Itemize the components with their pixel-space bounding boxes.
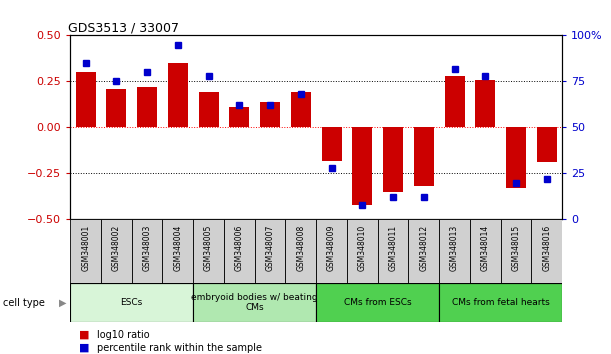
Text: GSM348016: GSM348016: [542, 224, 551, 271]
Text: GSM348006: GSM348006: [235, 224, 244, 271]
Bar: [353, 127, 372, 205]
Bar: [137, 87, 157, 127]
Text: ■: ■: [79, 343, 90, 353]
Bar: [408, 219, 439, 283]
Bar: [316, 283, 439, 322]
Text: GSM348007: GSM348007: [266, 224, 274, 271]
Text: GSM348009: GSM348009: [327, 224, 336, 271]
Bar: [439, 219, 470, 283]
Bar: [229, 107, 249, 127]
Text: GSM348015: GSM348015: [511, 224, 521, 271]
Text: cell type: cell type: [3, 298, 45, 308]
Text: log10 ratio: log10 ratio: [97, 330, 149, 339]
Bar: [470, 219, 500, 283]
Text: GSM348010: GSM348010: [358, 224, 367, 271]
Text: GDS3513 / 33007: GDS3513 / 33007: [68, 21, 179, 34]
Bar: [199, 92, 219, 127]
Bar: [168, 63, 188, 127]
Bar: [414, 127, 434, 186]
Bar: [383, 127, 403, 192]
Text: GSM348004: GSM348004: [174, 224, 182, 271]
Text: ESCs: ESCs: [120, 298, 143, 307]
Text: GSM348014: GSM348014: [481, 224, 490, 271]
Bar: [163, 219, 193, 283]
Bar: [70, 219, 101, 283]
Text: GSM348013: GSM348013: [450, 224, 459, 271]
Text: GSM348003: GSM348003: [142, 224, 152, 271]
Bar: [193, 283, 316, 322]
Text: ■: ■: [79, 330, 90, 339]
Text: GSM348012: GSM348012: [419, 224, 428, 271]
Text: GSM348002: GSM348002: [112, 224, 121, 271]
Text: percentile rank within the sample: percentile rank within the sample: [97, 343, 262, 353]
Bar: [224, 219, 255, 283]
Text: GSM348005: GSM348005: [204, 224, 213, 271]
Bar: [285, 219, 316, 283]
Bar: [532, 219, 562, 283]
Bar: [291, 92, 311, 127]
Bar: [316, 219, 347, 283]
Bar: [255, 219, 285, 283]
Bar: [439, 283, 562, 322]
Text: ▶: ▶: [59, 298, 66, 308]
Bar: [475, 80, 496, 127]
Text: embryoid bodies w/ beating
CMs: embryoid bodies w/ beating CMs: [191, 293, 318, 312]
Text: GSM348011: GSM348011: [389, 224, 398, 271]
Bar: [132, 219, 163, 283]
Bar: [106, 89, 126, 127]
Bar: [101, 219, 132, 283]
Text: GSM348001: GSM348001: [81, 224, 90, 271]
Bar: [76, 72, 96, 127]
Text: CMs from fetal hearts: CMs from fetal hearts: [452, 298, 549, 307]
Bar: [536, 127, 557, 162]
Bar: [378, 219, 408, 283]
Text: CMs from ESCs: CMs from ESCs: [344, 298, 411, 307]
Bar: [347, 219, 378, 283]
Bar: [321, 127, 342, 161]
Bar: [193, 219, 224, 283]
Bar: [70, 283, 193, 322]
Bar: [445, 76, 464, 127]
Bar: [506, 127, 526, 188]
Bar: [260, 102, 280, 127]
Text: GSM348008: GSM348008: [296, 224, 306, 271]
Bar: [500, 219, 532, 283]
